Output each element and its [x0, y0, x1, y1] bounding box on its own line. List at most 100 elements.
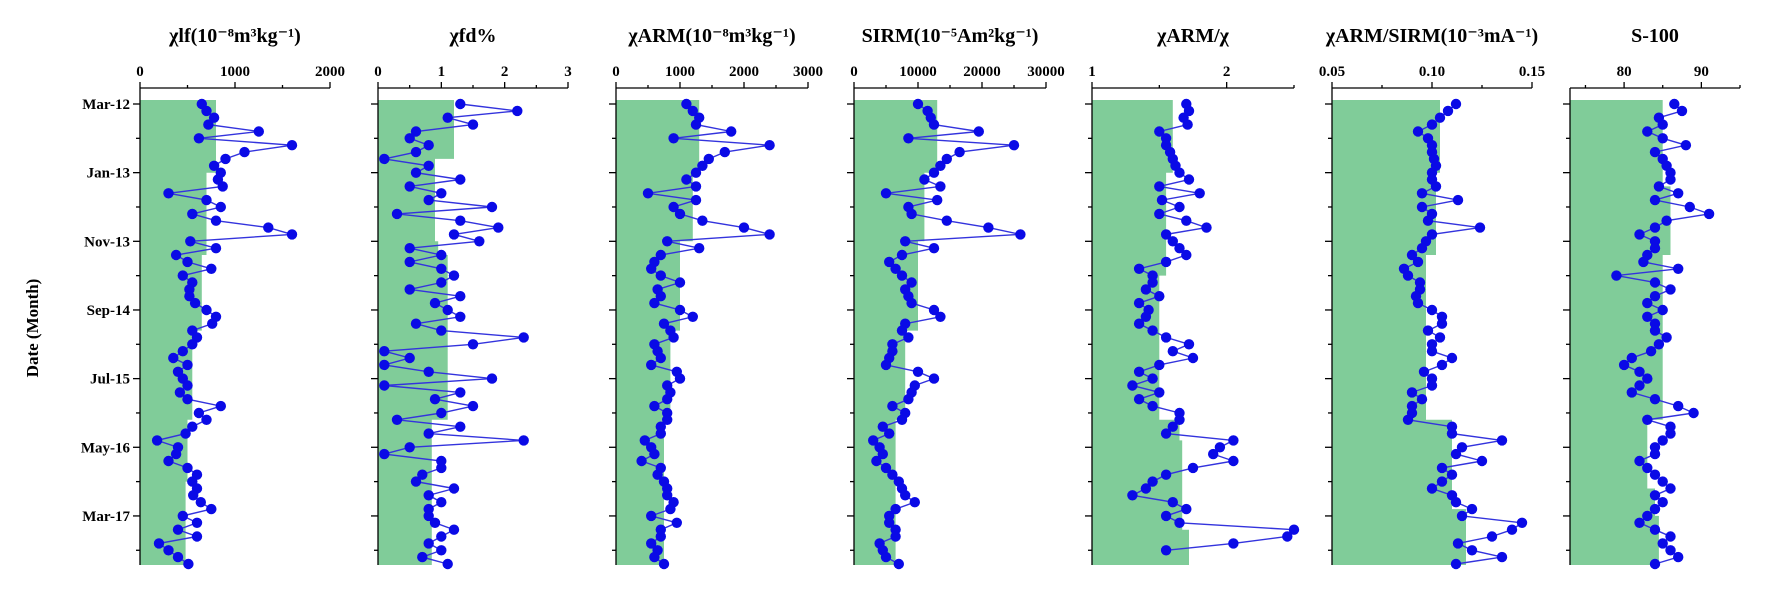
data-point: [655, 531, 666, 542]
x-tick-label: 2: [501, 64, 509, 80]
data-point: [486, 373, 498, 384]
data-point: [646, 263, 657, 274]
panel-4: 0 10000 20000 30000 SIRM(10⁻⁵Am²kg⁻¹): [847, 25, 1065, 570]
data-point: [182, 256, 193, 268]
data-point: [436, 531, 447, 542]
x-tick-label: 1000: [665, 64, 695, 80]
data-point: [391, 414, 403, 425]
data-point: [884, 428, 895, 439]
data-point: [195, 497, 206, 508]
data-point: [174, 387, 186, 398]
data-point: [1133, 297, 1145, 309]
data-point: [1228, 538, 1239, 549]
data-point: [1657, 476, 1668, 487]
panel-title: SIRM(10⁻⁵Am²kg⁻¹): [862, 25, 1039, 47]
data-point: [1649, 146, 1661, 158]
data-point: [681, 98, 692, 110]
background-profile-area: [140, 100, 216, 565]
data-point: [1649, 503, 1661, 515]
data-point: [1653, 181, 1665, 192]
data-point: [1703, 208, 1715, 220]
data-point: [1684, 201, 1696, 213]
data-point: [1183, 174, 1195, 185]
data-point: [1638, 256, 1649, 268]
data-point: [172, 551, 184, 563]
data-point: [1426, 380, 1438, 391]
date-tick-label: Jul-15: [90, 372, 130, 388]
data-point: [442, 304, 453, 316]
panel-title: χARM/SIRM(10⁻³mA⁻¹): [1325, 25, 1538, 47]
data-point: [1154, 359, 1165, 371]
data-point: [1665, 174, 1676, 185]
data-point: [486, 201, 498, 213]
data-point: [906, 208, 917, 220]
data-point: [182, 394, 193, 405]
data-point: [410, 146, 422, 158]
data-point: [719, 146, 730, 158]
data-point: [1147, 325, 1158, 336]
data-point: [1015, 229, 1026, 240]
data-point: [1450, 98, 1462, 110]
data-point: [1426, 229, 1438, 240]
data-point: [1642, 311, 1653, 322]
data-point: [662, 394, 673, 405]
data-point: [203, 119, 214, 130]
data-point: [674, 304, 686, 316]
data-point: [1649, 524, 1661, 535]
data-point: [1416, 201, 1428, 213]
data-point: [877, 448, 888, 460]
x-tick-label: 80: [1617, 64, 1632, 80]
data-point: [1154, 291, 1165, 302]
data-point: [1649, 291, 1661, 302]
data-point: [896, 270, 908, 281]
data-point: [1642, 462, 1653, 474]
x-tick-label: 10000: [899, 64, 937, 80]
data-point: [455, 311, 466, 322]
data-point: [1426, 346, 1438, 357]
data-point: [1436, 476, 1448, 487]
data-point: [896, 414, 908, 425]
data-point: [1618, 359, 1630, 371]
data-point: [493, 222, 504, 233]
data-point: [1127, 490, 1138, 501]
data-point: [1496, 435, 1508, 446]
data-point: [738, 222, 750, 233]
data-point: [404, 133, 415, 144]
data-point: [1156, 194, 1168, 206]
data-point: [1181, 215, 1192, 226]
data-point: [668, 201, 679, 213]
data-point: [423, 140, 434, 151]
data-point: [764, 140, 775, 151]
data-point: [187, 339, 198, 350]
data-point: [665, 503, 676, 515]
data-point: [423, 538, 434, 549]
data-point: [1649, 222, 1661, 233]
data-point: [1167, 421, 1179, 432]
data-point: [1416, 394, 1428, 405]
data-point: [1657, 119, 1668, 130]
data-point: [1665, 545, 1676, 556]
data-point: [655, 291, 666, 302]
data-point: [1426, 119, 1438, 130]
data-point: [423, 366, 434, 377]
data-point: [1133, 394, 1145, 405]
data-point: [1160, 428, 1172, 439]
data-point: [187, 421, 198, 432]
data-point: [1402, 414, 1414, 425]
data-point: [1160, 545, 1172, 556]
data-point: [391, 208, 403, 220]
data-point: [518, 332, 529, 343]
data-point: [655, 352, 666, 364]
data-point: [1642, 373, 1653, 384]
data-point: [410, 318, 422, 329]
data-point: [1649, 194, 1661, 206]
data-point: [429, 297, 441, 309]
data-point: [436, 249, 447, 261]
data-point: [662, 236, 673, 247]
data-point: [1661, 332, 1672, 343]
data-point: [1133, 318, 1145, 329]
data-point: [973, 126, 984, 137]
data-point: [1133, 263, 1145, 274]
data-point: [896, 249, 908, 261]
data-point: [890, 503, 901, 515]
